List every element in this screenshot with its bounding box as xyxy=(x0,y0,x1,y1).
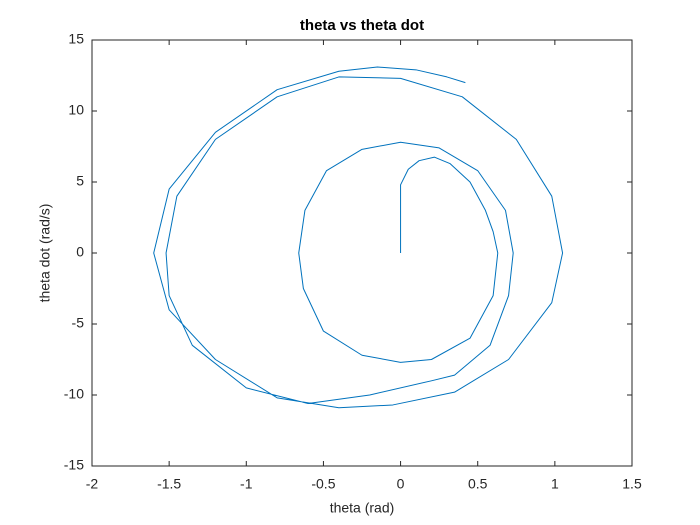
y-tick-label: 0 xyxy=(76,244,84,260)
y-tick-label: 10 xyxy=(68,102,84,118)
y-tick-label: -15 xyxy=(64,457,84,473)
x-tick-label: -1.5 xyxy=(157,476,181,492)
chart-title: theta vs theta dot xyxy=(300,17,424,34)
y-tick-label: 15 xyxy=(68,31,84,47)
x-tick-label: 0.5 xyxy=(468,476,488,492)
data-line xyxy=(153,66,564,409)
x-tick-label: -0.5 xyxy=(311,476,335,492)
x-tick-label: -2 xyxy=(86,476,99,492)
y-tick-label: -5 xyxy=(72,315,85,331)
x-tick-label: 1 xyxy=(551,476,559,492)
y-tick-label: -10 xyxy=(64,386,84,402)
x-tick-label: 0 xyxy=(397,476,405,492)
y-tick-label: 5 xyxy=(76,173,84,189)
y-axis-label: theta dot (rad/s) xyxy=(37,204,53,303)
x-tick-label: -1 xyxy=(240,476,253,492)
x-axis-label: theta (rad) xyxy=(330,500,395,516)
x-tick-label: 1.5 xyxy=(622,476,642,492)
